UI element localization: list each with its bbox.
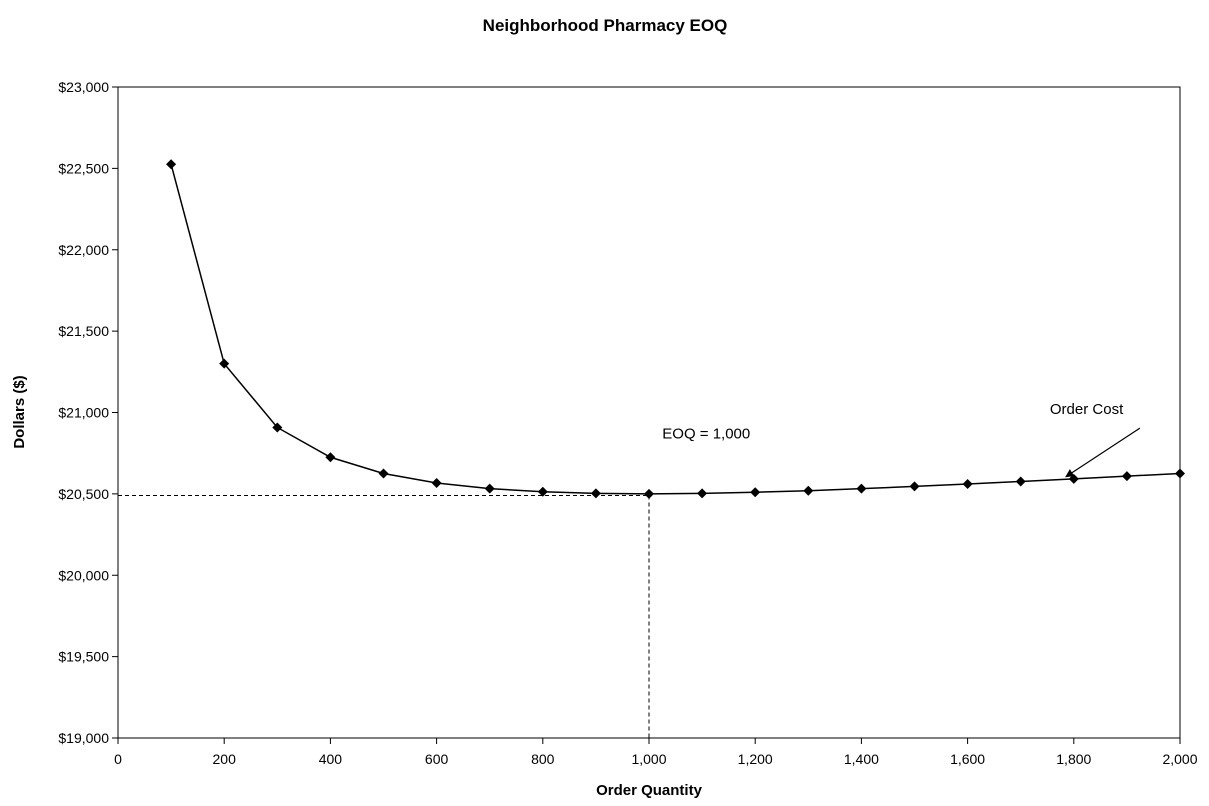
x-tick-label: 1,400 <box>844 751 879 767</box>
x-axis-label: Order Quantity <box>596 782 703 799</box>
y-tick-label: $21,000 <box>58 405 109 421</box>
y-tick-label: $22,000 <box>58 242 109 258</box>
series-line <box>170 164 1181 495</box>
annotation-label: Order Cost <box>1050 401 1124 418</box>
data-point <box>590 488 601 499</box>
data-point <box>272 422 283 433</box>
eoq-reference-lines <box>118 495 650 738</box>
x-tick-label: 800 <box>531 751 555 767</box>
chart-title: Neighborhood Pharmacy EOQ <box>483 16 728 35</box>
y-tick-label: $21,500 <box>58 323 109 339</box>
data-point <box>431 477 442 488</box>
y-axis-label: Dollars ($) <box>11 375 28 448</box>
y-tick-label: $22,500 <box>58 160 109 176</box>
data-point <box>166 159 177 170</box>
data-point <box>1121 471 1132 482</box>
y-tick-label: $20,000 <box>58 567 109 583</box>
data-point <box>325 452 336 463</box>
data-point <box>909 481 920 492</box>
data-point <box>1015 476 1026 487</box>
data-point <box>803 485 814 496</box>
x-tick-label: 1,200 <box>738 751 773 767</box>
x-tick-label: 1,800 <box>1056 751 1091 767</box>
annotations: EOQ = 1,000 Order Cost <box>662 401 1141 478</box>
data-point <box>750 487 761 498</box>
data-point <box>644 488 654 499</box>
x-tick-label: 0 <box>114 751 122 767</box>
y-tick-label: $19,000 <box>58 730 109 746</box>
x-tick-label: 600 <box>425 751 449 767</box>
data-point <box>378 468 389 479</box>
y-tick-label: $19,500 <box>58 649 109 665</box>
data-point <box>962 478 973 489</box>
data-point <box>219 358 230 369</box>
annotation-label: EOQ = 1,000 <box>662 426 750 443</box>
data-point <box>856 483 867 494</box>
data-point <box>697 488 708 499</box>
data-point <box>1175 468 1185 479</box>
plot-area <box>117 86 1181 739</box>
y-tick-label: $23,000 <box>58 79 109 95</box>
x-tick-label: 1,000 <box>631 751 666 767</box>
x-tick-label: 2,000 <box>1162 751 1197 767</box>
x-axis: 0 200 400 600 800 1,000 1,200 1,400 1,600 1,800 2,… <box>114 738 1198 767</box>
data-point <box>484 483 495 494</box>
annotation-arrow <box>1065 427 1141 478</box>
x-tick-label: 400 <box>319 751 343 767</box>
x-tick-label: 1,600 <box>950 751 985 767</box>
x-tick-label: 200 <box>213 751 237 767</box>
data-point <box>537 486 548 497</box>
y-axis: $19,000 $19,500 $20,000 $20,500 $21,000 $21,5… <box>58 79 118 746</box>
y-tick-label: $20,500 <box>58 486 109 502</box>
